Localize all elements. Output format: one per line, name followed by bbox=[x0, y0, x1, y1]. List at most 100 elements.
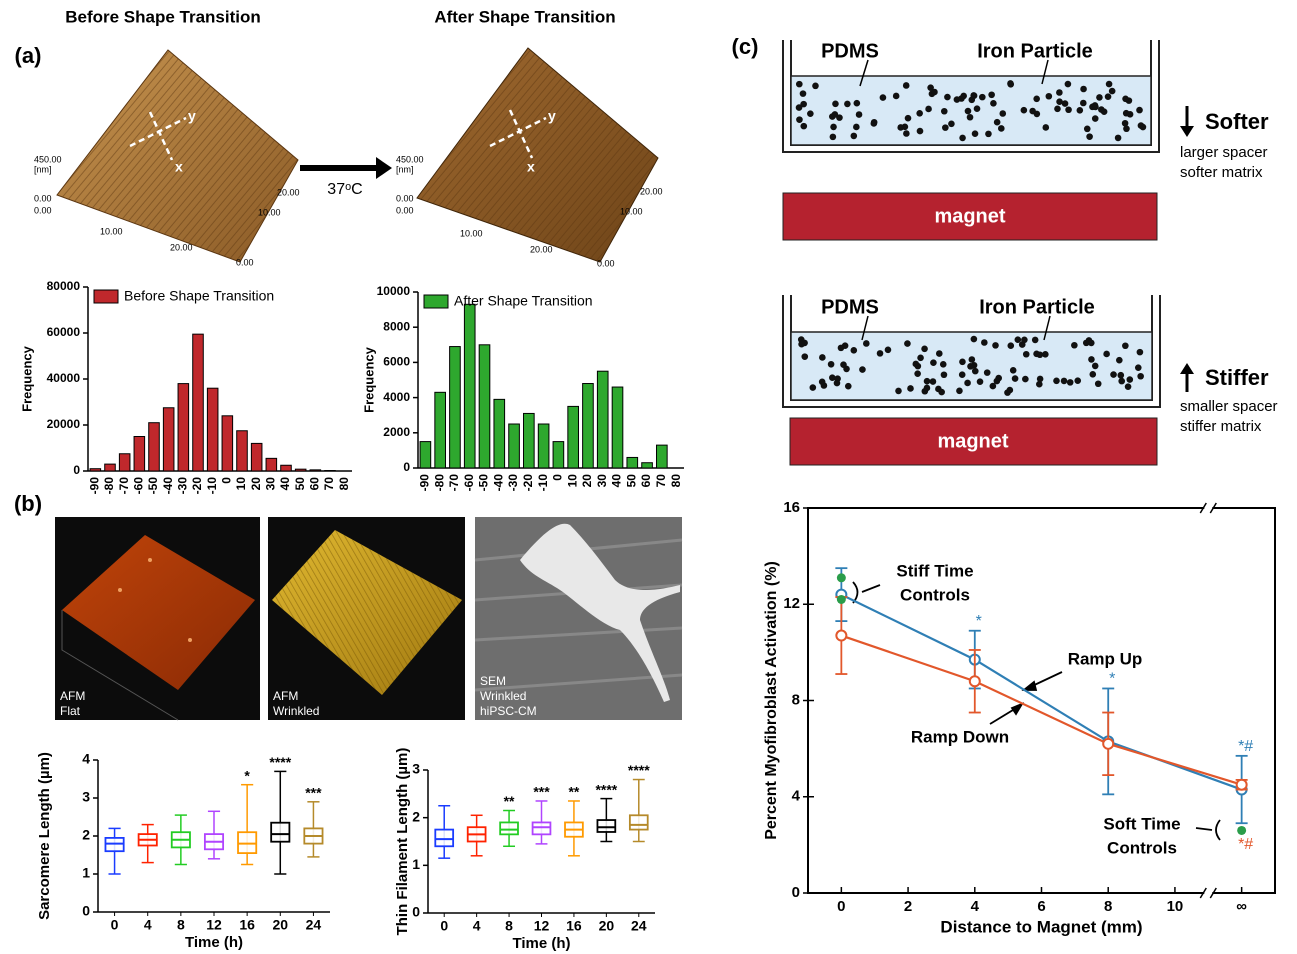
label: PDMS bbox=[821, 40, 879, 62]
iron-particle bbox=[1086, 133, 1093, 140]
iron-particle bbox=[921, 346, 928, 353]
iron-particle bbox=[1135, 364, 1142, 371]
y-tick-label: 2000 bbox=[383, 425, 410, 439]
iron-particle bbox=[967, 363, 974, 370]
iron-particle bbox=[853, 124, 860, 131]
iron-particle bbox=[800, 90, 807, 97]
axis-tick: 0.00 bbox=[34, 205, 52, 215]
annotation: Ramp Down bbox=[911, 727, 1009, 746]
series-line bbox=[841, 595, 1241, 790]
bar bbox=[193, 334, 204, 471]
bar bbox=[266, 458, 277, 471]
iron-particle bbox=[965, 108, 972, 115]
x-tick-label: 16 bbox=[566, 918, 582, 934]
x-tick-label: 30 bbox=[595, 474, 609, 488]
iron-particle bbox=[941, 108, 948, 115]
x-tick-label: 10 bbox=[565, 474, 579, 488]
y-axis-label: Sarcomere Length (µm) bbox=[36, 752, 53, 920]
iron-particle bbox=[1037, 376, 1044, 383]
x-tick-label: 70 bbox=[654, 474, 668, 488]
axis-tick: 10.00 bbox=[258, 207, 281, 217]
note: larger spacer bbox=[1180, 144, 1268, 161]
arrow-label: 37ᵒC bbox=[327, 181, 362, 198]
afm-surface-after bbox=[417, 48, 658, 262]
afm-title: Before Shape Transition bbox=[65, 7, 261, 26]
magnet-label: magnet bbox=[934, 205, 1005, 227]
axis-tick: 0.00 bbox=[597, 258, 615, 268]
iron-particle bbox=[1012, 375, 1019, 382]
axis-tick: 20.00 bbox=[170, 242, 193, 252]
z-label: 450.00 bbox=[34, 154, 62, 164]
axis-tick: 10.00 bbox=[460, 228, 483, 238]
iron-particle bbox=[930, 359, 937, 366]
x-tick-label: 20 bbox=[599, 918, 615, 934]
iron-particle bbox=[840, 361, 847, 368]
iron-particle bbox=[798, 341, 805, 348]
iron-particle bbox=[1084, 126, 1091, 133]
iron-particle bbox=[844, 101, 851, 108]
iron-particle bbox=[1015, 336, 1022, 343]
iron-particle bbox=[877, 350, 884, 357]
iron-particle bbox=[838, 345, 845, 352]
significance: * bbox=[976, 613, 982, 630]
iron-particle bbox=[800, 123, 807, 130]
x-tick-label: 0 bbox=[440, 918, 448, 934]
iron-particle bbox=[851, 347, 858, 354]
iron-particle bbox=[1088, 356, 1095, 363]
axis-label: y bbox=[188, 108, 196, 124]
iron-particle bbox=[830, 134, 837, 141]
x-tick-label: -20 bbox=[190, 477, 204, 495]
box bbox=[500, 822, 518, 834]
point bbox=[970, 676, 980, 686]
note: softer matrix bbox=[1180, 164, 1263, 181]
annotation: Controls bbox=[1107, 838, 1177, 857]
x-tick-label: -50 bbox=[146, 477, 160, 495]
iron-particle bbox=[1125, 383, 1132, 390]
iron-particle bbox=[994, 378, 1001, 385]
note: stiffer matrix bbox=[1180, 418, 1262, 435]
y-tick-label: 0 bbox=[412, 904, 420, 920]
axis-label: y bbox=[548, 108, 556, 124]
point bbox=[836, 631, 846, 641]
y-tick-label: 4 bbox=[792, 788, 801, 805]
axis-label: x bbox=[175, 159, 183, 175]
iron-particle bbox=[981, 339, 988, 346]
iron-particle bbox=[1067, 379, 1074, 386]
x-tick-label: 2 bbox=[904, 898, 912, 915]
axis-tick: 10.00 bbox=[620, 206, 643, 216]
iron-particle bbox=[944, 94, 951, 101]
iron-particle bbox=[971, 92, 978, 99]
iron-particle bbox=[854, 100, 861, 107]
iron-particle bbox=[1021, 107, 1028, 114]
axis-tick: 20.00 bbox=[530, 244, 553, 254]
y-tick-label: 4000 bbox=[383, 390, 410, 404]
iron-particle bbox=[913, 361, 920, 368]
x-tick-label: -10 bbox=[536, 474, 550, 492]
x-tick-label: -30 bbox=[506, 474, 520, 492]
iron-particle bbox=[984, 369, 991, 376]
significance: *** bbox=[533, 784, 550, 800]
iron-particle bbox=[1088, 340, 1095, 347]
x-tick-label: 0 bbox=[220, 477, 234, 484]
iron-particle bbox=[880, 94, 887, 101]
bar bbox=[119, 454, 130, 471]
y-tick-label: 1 bbox=[412, 856, 420, 872]
iron-particle bbox=[1062, 100, 1069, 107]
axis-label: x bbox=[527, 159, 535, 175]
iron-particle bbox=[801, 353, 808, 360]
iron-particle bbox=[810, 384, 817, 391]
iron-particle bbox=[856, 111, 863, 118]
image-caption: hiPSC-CM bbox=[480, 704, 537, 718]
bar bbox=[90, 469, 101, 471]
bar bbox=[310, 470, 321, 471]
iron-particle bbox=[1115, 135, 1122, 142]
iron-particle bbox=[903, 82, 910, 89]
box bbox=[597, 820, 615, 832]
annotation: Ramp Up bbox=[1068, 649, 1143, 668]
bar bbox=[642, 463, 653, 468]
x-tick-label: -40 bbox=[491, 474, 505, 492]
iron-particle bbox=[907, 385, 914, 392]
y-tick-label: 40000 bbox=[47, 371, 81, 385]
iron-particle bbox=[979, 94, 986, 101]
iron-particle bbox=[1021, 336, 1028, 343]
